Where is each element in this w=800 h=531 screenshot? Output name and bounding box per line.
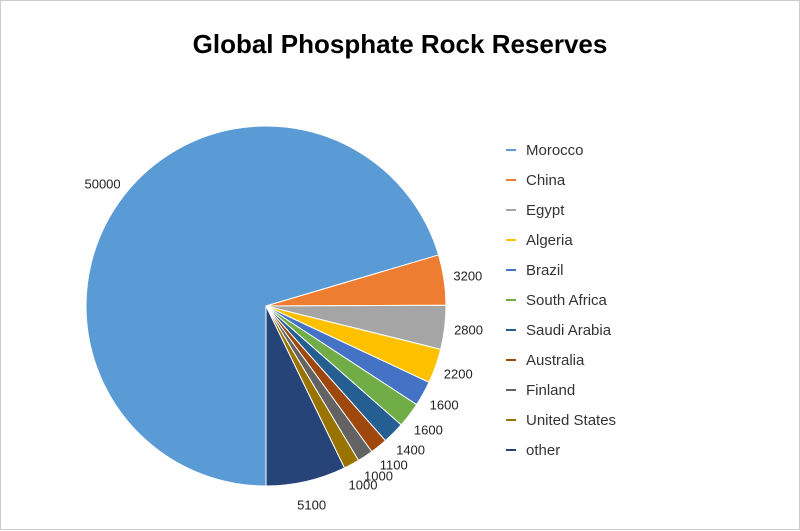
legend-label: South Africa (526, 292, 607, 309)
pie-slice (266, 306, 401, 441)
slice-value-label: 2200 (444, 367, 473, 382)
legend-item: Australia (506, 345, 616, 375)
slice-value-label: 3200 (453, 269, 482, 284)
legend-label: Finland (526, 382, 575, 399)
legend-swatch (506, 179, 516, 182)
legend-item: China (506, 165, 616, 195)
legend-label: Australia (526, 352, 584, 369)
legend-item: Brazil (506, 255, 616, 285)
slice-value-label: 1600 (414, 422, 443, 437)
legend-label: Egypt (526, 202, 564, 219)
pie-slice (266, 306, 417, 425)
pie-slice (266, 305, 446, 349)
pie-slice (86, 126, 439, 486)
slice-value-label: 1600 (430, 398, 459, 413)
legend-swatch (506, 209, 516, 212)
legend-item: South Africa (506, 285, 616, 315)
pie-slice (266, 255, 446, 306)
legend-swatch (506, 239, 516, 242)
legend-item: Finland (506, 375, 616, 405)
legend-swatch (506, 299, 516, 302)
legend-swatch (506, 359, 516, 362)
legend-swatch (506, 329, 516, 332)
legend-label: Saudi Arabia (526, 322, 611, 339)
slice-value-label: 50000 (84, 176, 120, 191)
legend-label: United States (526, 412, 616, 429)
legend-item: Egypt (506, 195, 616, 225)
chart-frame: Global Phosphate Rock Reserves 50000 3200… (0, 0, 800, 530)
pie-slice (266, 306, 345, 486)
pie-slice (266, 306, 441, 382)
legend-swatch (506, 149, 516, 152)
pie-slice (266, 306, 372, 460)
legend-label: China (526, 172, 565, 189)
legend-item: United States (506, 405, 616, 435)
legend-swatch (506, 449, 516, 452)
legend: Morocco China Egypt Algeria Brazil South Afri… (506, 135, 616, 465)
legend-item: Algeria (506, 225, 616, 255)
legend-label: other (526, 442, 560, 459)
pie-slice (266, 306, 385, 452)
legend-label: Brazil (526, 262, 564, 279)
legend-swatch (506, 389, 516, 392)
slice-value-label: 5100 (297, 497, 326, 512)
legend-item: Morocco (506, 135, 616, 165)
legend-swatch (506, 269, 516, 272)
legend-label: Morocco (526, 142, 584, 159)
chart-title: Global Phosphate Rock Reserves (1, 29, 799, 60)
pie-slice (266, 306, 359, 468)
legend-swatch (506, 419, 516, 422)
pie-slice (266, 306, 429, 405)
legend-item: other (506, 435, 616, 465)
slice-value-label: 1000 (349, 478, 378, 493)
slice-value-label: 2800 (454, 323, 483, 338)
legend-label: Algeria (526, 232, 573, 249)
legend-item: Saudi Arabia (506, 315, 616, 345)
slice-value-label: 1400 (396, 442, 425, 457)
